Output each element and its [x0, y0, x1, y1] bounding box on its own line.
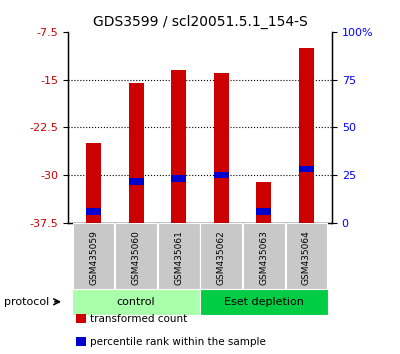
Bar [214, 73, 229, 223]
Text: GSM435064: GSM435064 [302, 230, 311, 285]
Text: GSM435061: GSM435061 [174, 230, 183, 285]
Bar [286, 223, 327, 289]
Text: transformed count: transformed count [90, 314, 187, 324]
Title: GDS3599 / scl20051.5.1_154-S: GDS3599 / scl20051.5.1_154-S [93, 15, 307, 29]
Bar [299, 48, 314, 223]
Bar [214, 172, 229, 178]
Bar [299, 166, 314, 172]
Bar [115, 223, 157, 289]
Bar [171, 175, 186, 182]
Text: protocol: protocol [4, 297, 49, 307]
Bar [200, 289, 328, 315]
Bar [200, 223, 242, 289]
Bar [171, 70, 186, 223]
Bar [73, 223, 114, 289]
Text: GSM435060: GSM435060 [132, 230, 141, 285]
Bar [129, 83, 144, 223]
Bar [256, 209, 271, 215]
Bar [86, 209, 101, 215]
Bar [256, 182, 271, 223]
Text: control: control [117, 297, 156, 307]
Text: GSM435063: GSM435063 [259, 230, 268, 285]
Text: GSM435059: GSM435059 [89, 230, 98, 285]
Bar [86, 143, 101, 223]
Text: Eset depletion: Eset depletion [224, 297, 304, 307]
Bar [158, 223, 200, 289]
Bar [129, 178, 144, 185]
Text: GSM435062: GSM435062 [217, 230, 226, 285]
Bar [243, 223, 285, 289]
Bar [72, 289, 200, 315]
Text: percentile rank within the sample: percentile rank within the sample [90, 337, 266, 347]
